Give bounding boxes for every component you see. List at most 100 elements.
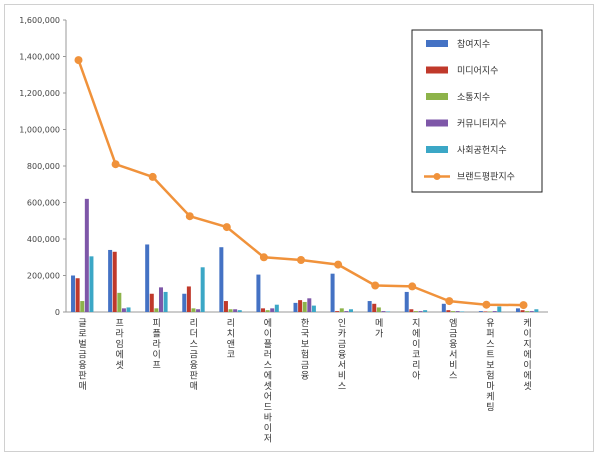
bar-3-10: [413, 311, 418, 312]
x-tick-char: 더: [190, 329, 198, 340]
x-tick-char: 코: [227, 351, 235, 361]
x-tick-char: 에: [264, 318, 272, 329]
x-tick-char: 라: [153, 339, 162, 350]
chart-bars: [71, 198, 539, 313]
x-tick-char: 매: [190, 381, 198, 392]
line-point-1: [74, 56, 83, 65]
bar-5-5: [237, 310, 242, 312]
y-tick-label: 1,600,000: [19, 16, 60, 25]
x-tick-char: 러: [264, 350, 272, 361]
x-tick-char: 지: [523, 339, 531, 350]
x-tick-char: 팅: [486, 402, 494, 413]
bar-5-4: [200, 267, 205, 312]
bar-3-12: [488, 311, 493, 312]
bar-2-2: [112, 251, 117, 312]
x-tick-char: 퍼: [486, 329, 494, 340]
x-tick-char: 에: [523, 371, 531, 382]
x-tick-char: 금: [301, 360, 309, 371]
bar-1-11: [441, 303, 446, 312]
x-tick-char: 이: [153, 350, 161, 361]
x-tick-char: 프: [153, 361, 161, 371]
legend-swatch-3: [426, 93, 448, 100]
x-tick-char: 스: [449, 371, 457, 382]
chart-line: [74, 56, 528, 310]
bar-4-7: [307, 298, 312, 312]
bar-5-10: [423, 310, 428, 312]
bar-2-1: [75, 278, 80, 312]
x-tick-char: 스: [338, 381, 346, 392]
x-tick-char: 이: [264, 329, 272, 340]
x-tick-char: 한: [301, 318, 309, 329]
bar-3-5: [228, 309, 233, 312]
bar-2-8: [335, 311, 340, 312]
x-tick-char: 앤: [227, 339, 235, 350]
bar-1-5: [219, 247, 224, 312]
x-tick-char: 셋: [115, 360, 123, 371]
x-tick-char: 케: [486, 392, 494, 403]
x-tick-char: 에: [523, 350, 531, 361]
x-tick-char: 서: [449, 350, 457, 361]
bar-4-11: [455, 311, 460, 312]
bar-5-7: [311, 305, 316, 312]
bar-3-13: [525, 311, 530, 312]
x-tick-char: 스: [264, 360, 272, 371]
y-tick-label: 400,000: [27, 235, 60, 244]
line-point-4: [185, 212, 194, 221]
x-tick-char: 에: [412, 329, 420, 340]
legend-swatch-1: [426, 40, 448, 47]
legend-label-3: 소통지수: [457, 92, 490, 103]
x-tick-char: 보: [486, 360, 494, 371]
bar-5-12: [497, 306, 502, 312]
bar-1-8: [330, 273, 335, 312]
bar-4-8: [344, 311, 349, 312]
line-point-9: [371, 281, 380, 290]
x-tick-char: 엠: [449, 317, 457, 329]
bar-5-11: [460, 311, 465, 312]
bar-4-4: [196, 309, 201, 312]
bar-2-13: [520, 310, 525, 312]
line-point-12: [482, 300, 491, 309]
legend-label-4: 커뮤니티지수: [457, 119, 507, 130]
line-point-11: [445, 297, 454, 306]
bar-2-5: [223, 301, 228, 312]
bar-2-10: [409, 309, 414, 312]
bar-2-6: [261, 308, 266, 312]
bar-1-3: [145, 244, 150, 312]
bar-4-3: [158, 287, 163, 312]
bar-3-4: [191, 308, 196, 312]
bar-4-1: [84, 198, 89, 312]
x-tick-char: 로: [78, 330, 86, 340]
legend-label-6: 브랜드평판지수: [457, 172, 515, 183]
x-tick-char: 보: [301, 339, 309, 350]
x-tick-char: 벌: [78, 339, 86, 350]
x-tick-char: 매: [78, 381, 86, 392]
bar-2-12: [483, 311, 488, 312]
bar-5-13: [534, 309, 539, 312]
x-tick-char: 치: [227, 328, 235, 340]
x-tick-char: 금: [78, 350, 86, 361]
x-tick-char: 어: [264, 392, 272, 403]
bar-1-1: [71, 275, 76, 312]
bar-3-6: [265, 310, 270, 312]
x-tick-char: 이: [523, 360, 531, 371]
line-point-13: [519, 301, 528, 310]
x-tick-char: 케: [523, 318, 531, 329]
y-tick-label: 0: [55, 308, 60, 317]
x-tick-char: 유: [486, 318, 494, 329]
line-point-6: [259, 253, 268, 262]
bar-4-12: [492, 311, 497, 312]
x-tick-char: 리: [227, 318, 235, 329]
x-tick-char: 융: [190, 360, 198, 371]
x-tick-char: 피: [153, 318, 161, 329]
bar-1-7: [293, 302, 298, 313]
bar-2-7: [298, 300, 303, 312]
x-tick-char: 가: [375, 329, 383, 340]
